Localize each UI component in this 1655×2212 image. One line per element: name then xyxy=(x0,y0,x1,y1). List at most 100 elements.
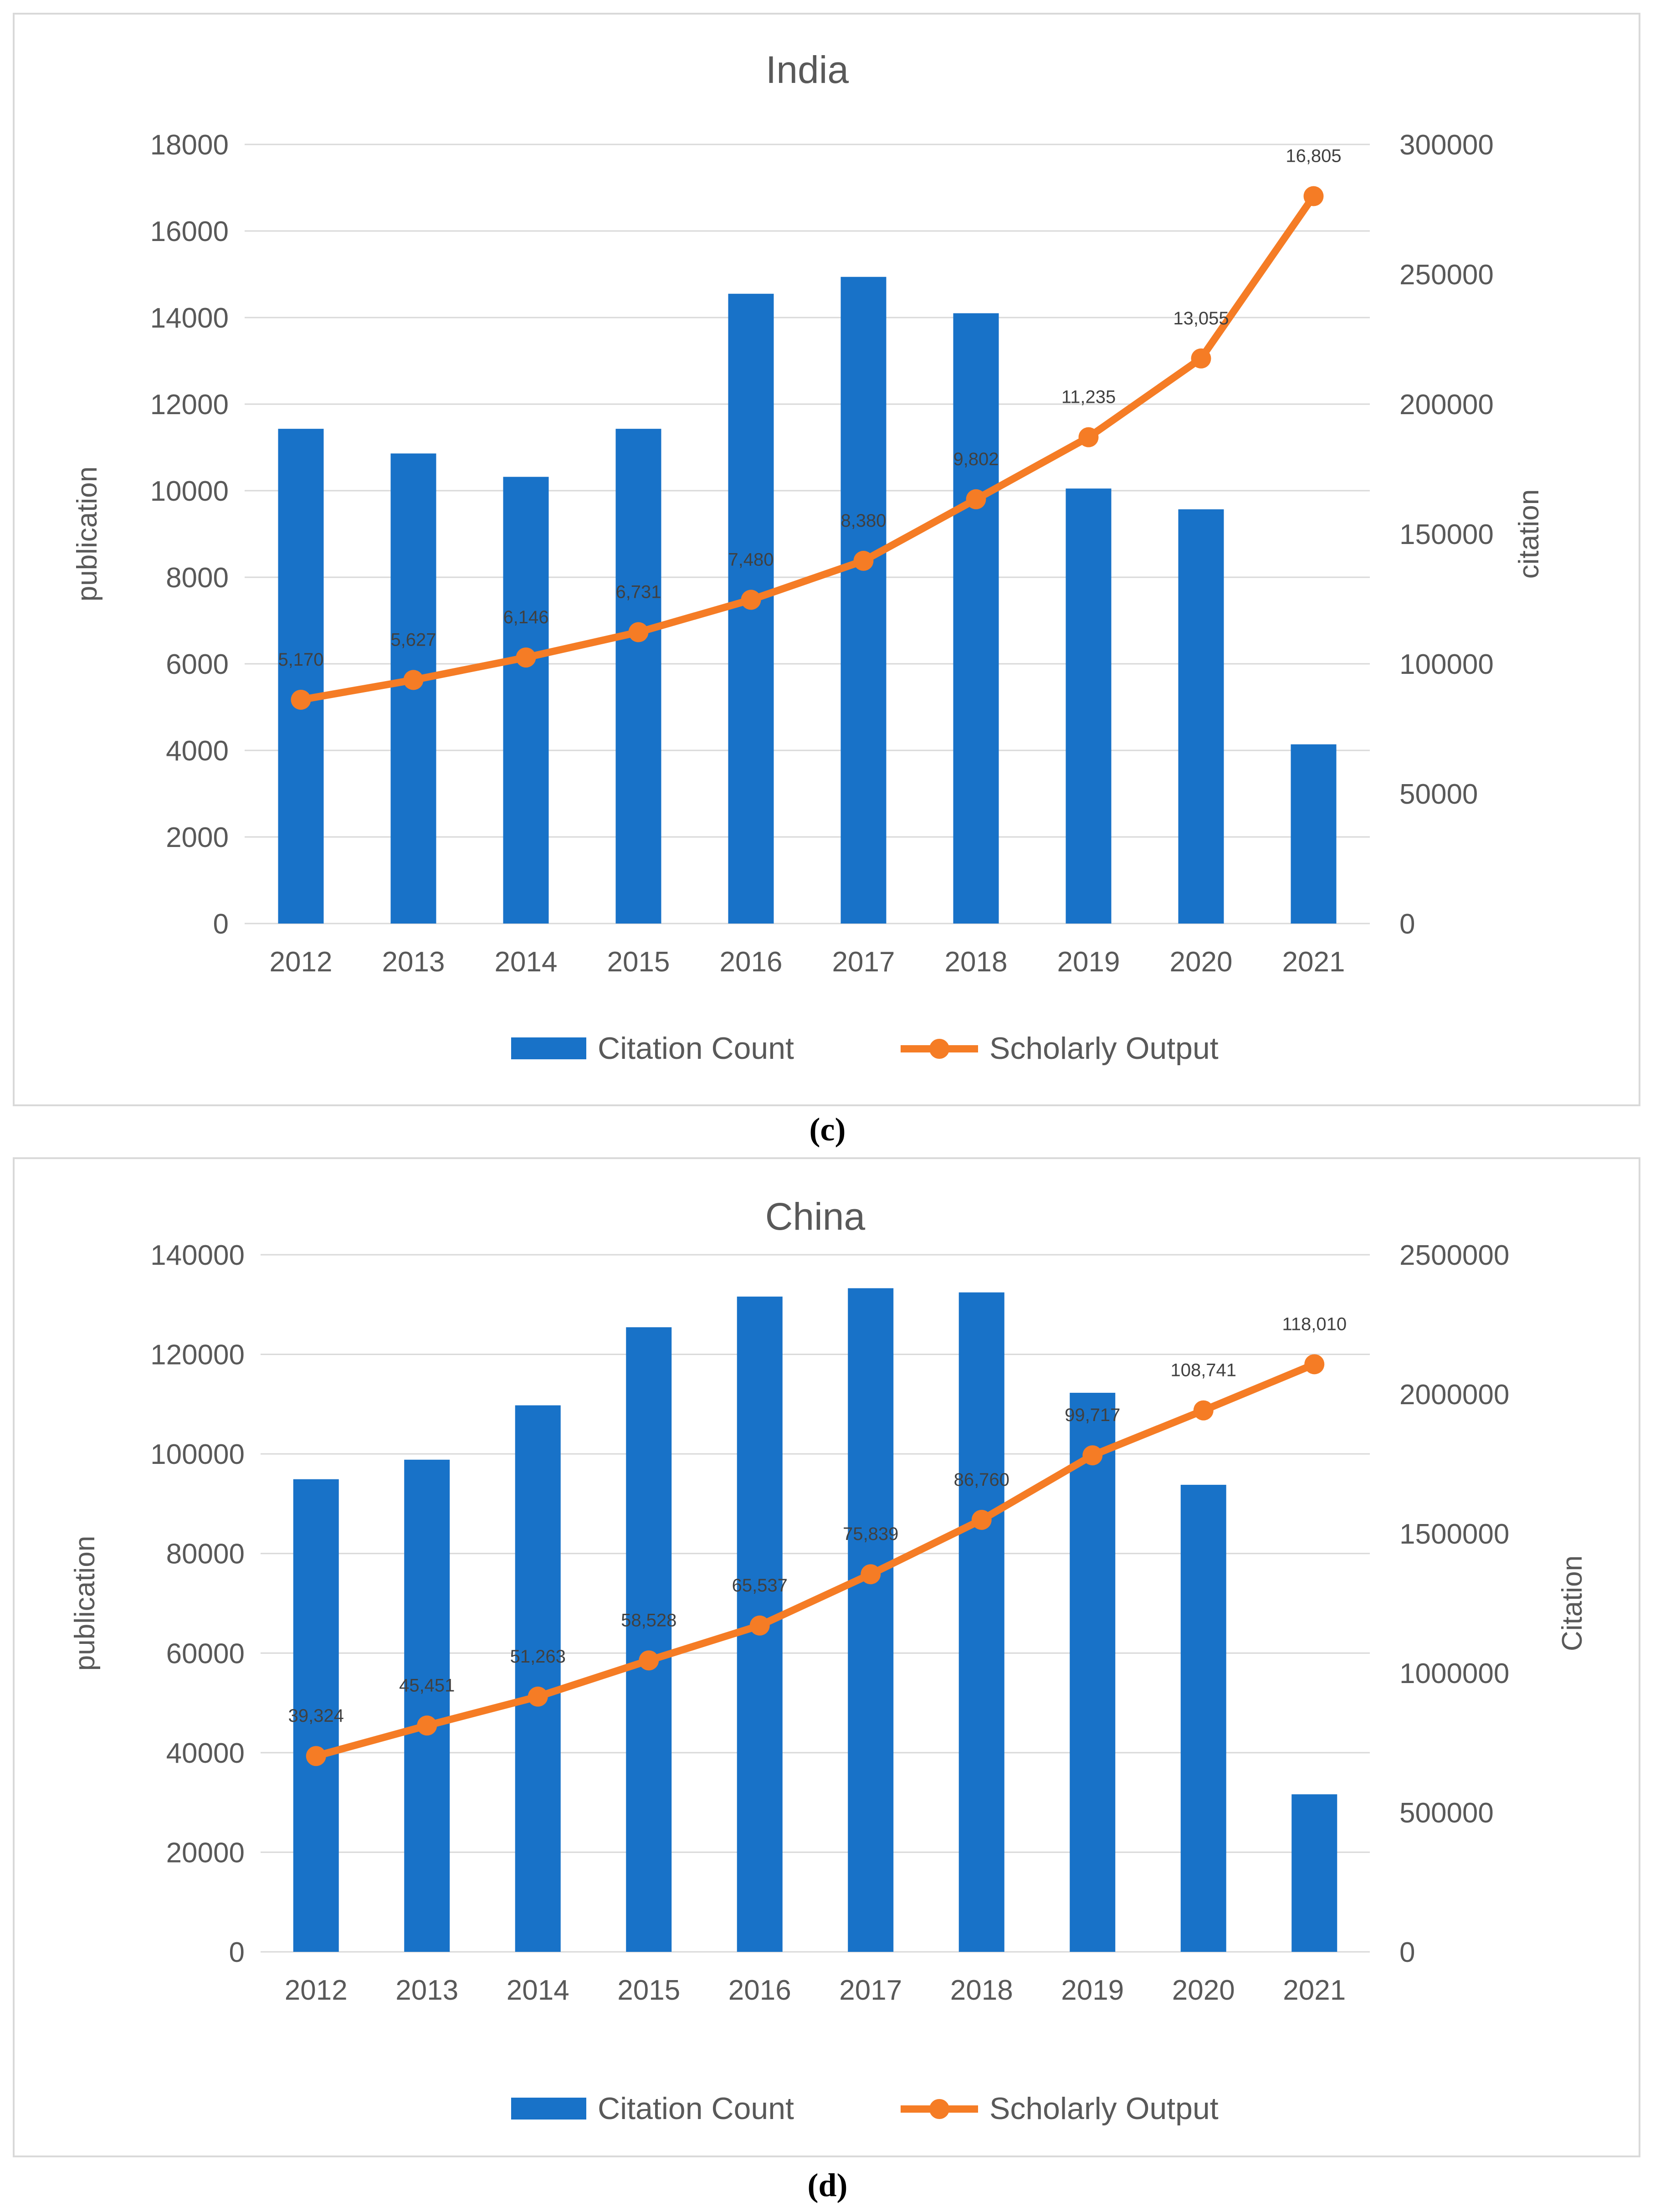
left-axis-tick: 12000 xyxy=(150,389,229,421)
x-tick-label: 2012 xyxy=(285,1975,348,2006)
right-axis-tick: 500000 xyxy=(1399,1797,1494,1829)
data-label: 11,235 xyxy=(1061,387,1116,407)
right-axis-tick: 50000 xyxy=(1399,779,1478,810)
right-axis-tick: 100000 xyxy=(1399,649,1494,680)
left-axis-tick: 40000 xyxy=(166,1738,245,1769)
point-scholarly-2018 xyxy=(971,1509,992,1530)
x-tick-label: 2013 xyxy=(382,946,445,978)
line-scholarly-output xyxy=(312,1360,1318,1760)
line-scholarly-output xyxy=(297,192,1317,703)
x-tick-label: 2016 xyxy=(720,946,783,978)
panel-label-d: (d) xyxy=(807,2167,848,2203)
data-label: 39,324 xyxy=(288,1706,344,1726)
x-tick-label: 2021 xyxy=(1283,1975,1346,2006)
point-scholarly-2018 xyxy=(966,489,986,509)
data-label: 65,537 xyxy=(732,1576,788,1596)
left-axis-tick: 0 xyxy=(229,1937,245,1968)
chart-panel-india: India 0 2000 4000 6000 8000 10000 12000 14000 160… xyxy=(13,13,1640,1106)
bar-citation-2018 xyxy=(953,313,999,924)
right-axis-title: citation xyxy=(1513,489,1545,579)
right-axis-tick: 1500000 xyxy=(1399,1519,1509,1550)
left-axis-tick: 4000 xyxy=(166,735,229,767)
x-tick-label: 2014 xyxy=(495,946,558,978)
data-label: 8,380 xyxy=(840,511,886,531)
x-tick-label: 2015 xyxy=(617,1975,680,2006)
data-label: 13,055 xyxy=(1173,308,1229,328)
data-label: 16,805 xyxy=(1286,146,1341,166)
left-axis-tick: 16000 xyxy=(150,216,229,247)
left-axis-tick: 120000 xyxy=(150,1340,245,1371)
right-axis-tick: 250000 xyxy=(1399,259,1494,291)
right-axis-tick: 300000 xyxy=(1399,129,1494,161)
point-scholarly-2014 xyxy=(528,1686,548,1707)
data-label: 45,451 xyxy=(399,1675,455,1695)
x-tick-label: 2020 xyxy=(1170,946,1233,978)
chart-title: China xyxy=(765,1195,866,1238)
bar-citation-2015 xyxy=(626,1327,672,1952)
data-label: 108,741 xyxy=(1170,1360,1236,1381)
x-tick-label: 2019 xyxy=(1057,946,1120,978)
data-label: 5,170 xyxy=(278,650,323,670)
bar-citation-2018 xyxy=(958,1292,1004,1952)
bar-citation-2021 xyxy=(1291,1794,1337,1952)
bar-citation-2020 xyxy=(1180,1484,1226,1952)
data-label: 99,717 xyxy=(1065,1405,1120,1425)
left-axis-tick: 0 xyxy=(213,908,229,940)
point-scholarly-2013 xyxy=(403,670,424,690)
x-tick-label: 2018 xyxy=(945,946,1008,978)
left-axis-tick: 60000 xyxy=(166,1638,245,1669)
legend-label-citation: Citation Count xyxy=(598,1031,794,1066)
data-label: 5,627 xyxy=(390,630,436,650)
point-scholarly-2019 xyxy=(1078,427,1099,447)
legend-swatch-citation xyxy=(511,1037,586,1059)
right-axis-tick: 0 xyxy=(1399,908,1415,940)
x-tick-label: 2021 xyxy=(1282,946,1345,978)
point-scholarly-2019 xyxy=(1082,1445,1103,1466)
bar-citation-2020 xyxy=(1178,509,1224,924)
right-axis-tick: 200000 xyxy=(1399,389,1494,421)
legend-label-scholarly: Scholarly Output xyxy=(989,2091,1219,2126)
x-tick-label: 2020 xyxy=(1172,1975,1235,2006)
chart-panel-china: China 0 20000 40000 60000 80000 100000 120000 14… xyxy=(13,1157,1640,2157)
left-axis-tick: 80000 xyxy=(166,1539,245,1570)
point-scholarly-2021 xyxy=(1303,186,1324,206)
data-label: 7,480 xyxy=(728,549,774,570)
china-chart: China 0 20000 40000 60000 80000 100000 120000 14… xyxy=(69,1195,1588,2126)
left-axis-tick: 2000 xyxy=(166,822,229,853)
point-scholarly-2015 xyxy=(639,1650,659,1671)
bar-citation-2019 xyxy=(1066,488,1112,924)
point-scholarly-2017 xyxy=(853,550,874,571)
x-tick-label: 2018 xyxy=(950,1975,1013,2006)
bar-citation-2017 xyxy=(840,277,886,924)
bar-citation-2013 xyxy=(404,1459,450,1952)
legend-label-scholarly: Scholarly Output xyxy=(989,1031,1219,1066)
bar-citation-2014 xyxy=(515,1405,561,1952)
bar-citation-2015 xyxy=(615,429,661,924)
data-label: 6,146 xyxy=(503,607,548,627)
data-label: 51,263 xyxy=(510,1647,566,1667)
x-tick-label: 2019 xyxy=(1061,1975,1124,2006)
data-label: 118,010 xyxy=(1282,1314,1347,1334)
legend-label-citation: Citation Count xyxy=(598,2091,794,2126)
left-axis-tick: 18000 xyxy=(150,129,229,161)
left-axis-tick: 10000 xyxy=(150,476,229,507)
data-label: 6,731 xyxy=(615,582,661,602)
india-chart: India 0 2000 4000 6000 8000 10000 12000 14000 160… xyxy=(72,48,1545,1066)
bar-citation-2021 xyxy=(1291,744,1337,924)
left-axis-tick: 100000 xyxy=(150,1439,245,1470)
right-axis-tick: 150000 xyxy=(1399,519,1494,550)
x-tick-label: 2012 xyxy=(270,946,333,978)
bar-citation-2012 xyxy=(278,429,324,924)
left-axis-title: publication xyxy=(72,467,103,601)
bar-citation-2014 xyxy=(503,477,549,924)
point-scholarly-2012 xyxy=(306,1746,326,1766)
point-scholarly-2014 xyxy=(516,647,536,668)
bar-citation-2012 xyxy=(293,1479,339,1952)
legend-swatch-citation xyxy=(511,2098,586,2120)
panel-label-c: (c) xyxy=(809,1111,846,1148)
data-label: 75,839 xyxy=(843,1524,898,1544)
left-axis-tick: 8000 xyxy=(166,562,229,594)
left-axis-tick: 20000 xyxy=(166,1837,245,1868)
point-scholarly-2020 xyxy=(1193,1400,1214,1421)
right-axis-tick: 1000000 xyxy=(1399,1658,1509,1689)
